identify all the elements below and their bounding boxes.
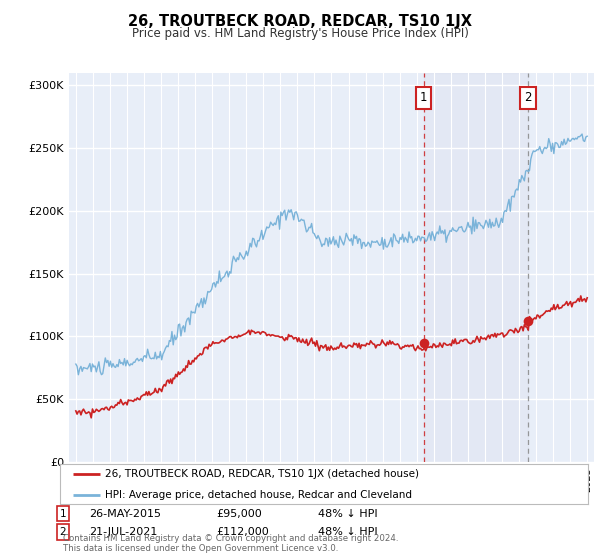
Text: 2: 2 (59, 527, 67, 537)
Bar (424, 73, 529, 462)
Text: 26, TROUTBECK ROAD, REDCAR, TS10 1JX: 26, TROUTBECK ROAD, REDCAR, TS10 1JX (128, 14, 472, 29)
Text: 1: 1 (420, 91, 427, 104)
Text: 21-JUL-2021: 21-JUL-2021 (89, 527, 157, 537)
Text: Contains HM Land Registry data © Crown copyright and database right 2024.
This d: Contains HM Land Registry data © Crown c… (63, 534, 398, 553)
Text: £112,000: £112,000 (216, 527, 269, 537)
Text: 48% ↓ HPI: 48% ↓ HPI (318, 527, 377, 537)
Text: HPI: Average price, detached house, Redcar and Cleveland: HPI: Average price, detached house, Redc… (105, 490, 412, 500)
Text: 48% ↓ HPI: 48% ↓ HPI (318, 508, 377, 519)
Text: 2: 2 (524, 91, 532, 104)
Text: 1: 1 (59, 508, 67, 519)
Text: £95,000: £95,000 (216, 508, 262, 519)
Text: Price paid vs. HM Land Registry's House Price Index (HPI): Price paid vs. HM Land Registry's House … (131, 27, 469, 40)
Text: 26-MAY-2015: 26-MAY-2015 (89, 508, 161, 519)
Text: 26, TROUTBECK ROAD, REDCAR, TS10 1JX (detached house): 26, TROUTBECK ROAD, REDCAR, TS10 1JX (de… (105, 469, 419, 479)
